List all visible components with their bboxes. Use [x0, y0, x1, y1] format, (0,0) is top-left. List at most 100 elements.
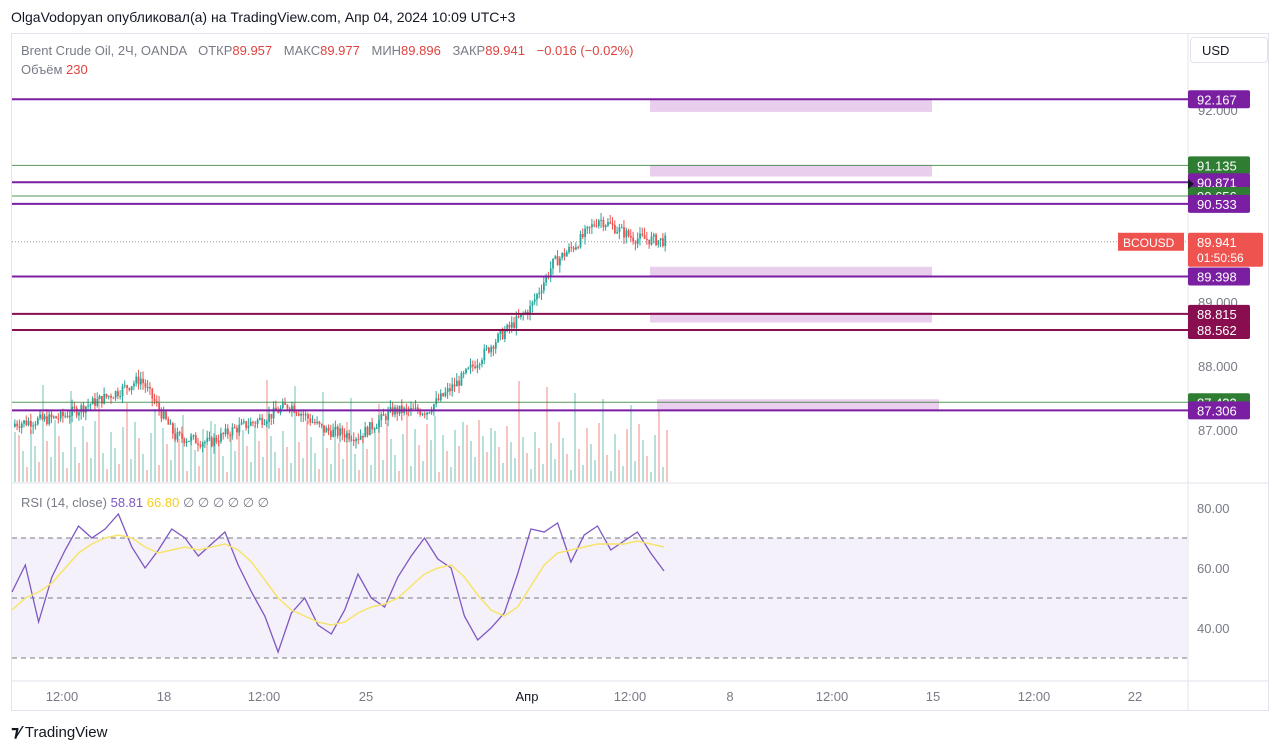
candle-body	[183, 438, 186, 443]
candle-body	[490, 346, 493, 353]
volume-bar	[558, 422, 560, 482]
rsi-empty-marks: ∅ ∅ ∅ ∅ ∅ ∅	[182, 495, 269, 510]
candle-body	[151, 388, 154, 399]
volume-bar	[526, 453, 528, 482]
candle-body	[59, 411, 62, 419]
volume-bar	[334, 427, 336, 482]
candle-body	[581, 233, 584, 237]
candle-body	[27, 420, 30, 426]
volume-bar	[374, 428, 376, 482]
volume-bar	[262, 457, 264, 482]
ohlc-legend: Brent Crude Oil, 2Ч, OANDA ОТКР89.957 МА…	[21, 43, 633, 58]
volume-bar	[70, 391, 72, 482]
candle-body	[602, 219, 605, 228]
candle-body	[16, 423, 19, 427]
candle-body	[568, 247, 570, 253]
volume-bar	[250, 462, 252, 482]
volume-bar	[618, 450, 620, 482]
volume-bar	[606, 455, 608, 482]
candle-body	[336, 426, 339, 436]
volume-bar	[290, 463, 292, 482]
candle-body	[23, 420, 25, 424]
candle-body	[405, 407, 408, 409]
currency-selector[interactable]: USD	[1190, 37, 1268, 63]
volume-bar	[654, 435, 656, 482]
candle-body	[229, 434, 232, 436]
candle-body	[162, 411, 165, 419]
volume-bar	[570, 470, 572, 482]
volume-bar	[366, 449, 368, 482]
price-level-badge	[1188, 321, 1250, 340]
volume-bar	[14, 432, 16, 482]
candle-body	[226, 428, 229, 435]
volume-bar	[542, 464, 544, 482]
tradingview-logo[interactable]: ⁊⁄ TradingView	[11, 722, 107, 742]
candle-body	[389, 407, 392, 412]
volume-bar	[594, 460, 596, 482]
candle-body	[444, 392, 447, 397]
volume-bar	[530, 469, 532, 482]
volume-bar	[622, 466, 624, 482]
candle-body	[577, 247, 580, 249]
candle-body	[57, 418, 60, 420]
candle-body	[137, 376, 140, 385]
candle-body	[609, 222, 612, 224]
open-value: 89.957	[232, 43, 273, 58]
candle-body	[662, 238, 664, 246]
rsi-tick-label: 40.00	[1197, 621, 1230, 636]
volume-bar	[274, 452, 276, 482]
volume-bar	[266, 380, 268, 482]
candle-body	[433, 404, 435, 412]
volume-bar	[158, 465, 160, 482]
candle-body	[362, 435, 364, 438]
price-level-label: 90.533	[1197, 197, 1237, 212]
candle-body	[256, 419, 259, 424]
volume-bar	[582, 465, 584, 482]
rsi-label[interactable]: RSI (14, close)	[21, 495, 107, 510]
candle-body	[78, 412, 80, 416]
candle-body	[618, 227, 621, 232]
candle-body	[467, 367, 470, 369]
candle-body	[556, 256, 559, 266]
volume-bar	[482, 436, 484, 482]
candle-body	[18, 426, 21, 428]
price-level-badge	[1188, 401, 1250, 420]
volume-bar	[50, 457, 52, 482]
candle-body	[458, 380, 461, 386]
candle-body	[332, 429, 335, 437]
price-level-label: 91.135	[1197, 158, 1237, 173]
candle-body	[181, 433, 183, 439]
volume-bar	[318, 469, 320, 482]
candle-body	[549, 268, 552, 277]
volume-bar	[426, 424, 428, 482]
candle-body	[533, 299, 536, 302]
candle-body	[174, 433, 177, 440]
volume-bar	[442, 435, 444, 482]
candle-body	[460, 373, 463, 386]
candle-body	[616, 231, 619, 234]
candle-body	[382, 414, 385, 416]
candle-body	[323, 425, 325, 433]
candle-body	[32, 425, 35, 427]
candle-body	[210, 437, 213, 447]
candle-body	[277, 411, 280, 413]
volume-bar	[354, 454, 356, 482]
volume-bar	[110, 432, 112, 482]
candle-body	[144, 383, 147, 388]
candle-body	[98, 395, 101, 399]
symbol-label[interactable]: Brent Crude Oil, 2Ч, OANDA	[21, 43, 187, 58]
candle-body	[504, 330, 506, 339]
volume-bar	[46, 441, 48, 482]
candle-body	[222, 433, 225, 435]
candle-body	[423, 413, 426, 415]
candle-body	[348, 433, 351, 440]
volume-bar	[438, 472, 440, 482]
volume-bar	[18, 435, 20, 482]
volume-bar	[586, 428, 588, 482]
volume-bar	[102, 453, 104, 482]
candle-body	[407, 408, 410, 411]
rsi-legend: RSI (14, close) 58.81 66.80 ∅ ∅ ∅ ∅ ∅ ∅	[21, 495, 269, 511]
volume-bar	[58, 436, 60, 482]
candle-body	[623, 227, 625, 238]
